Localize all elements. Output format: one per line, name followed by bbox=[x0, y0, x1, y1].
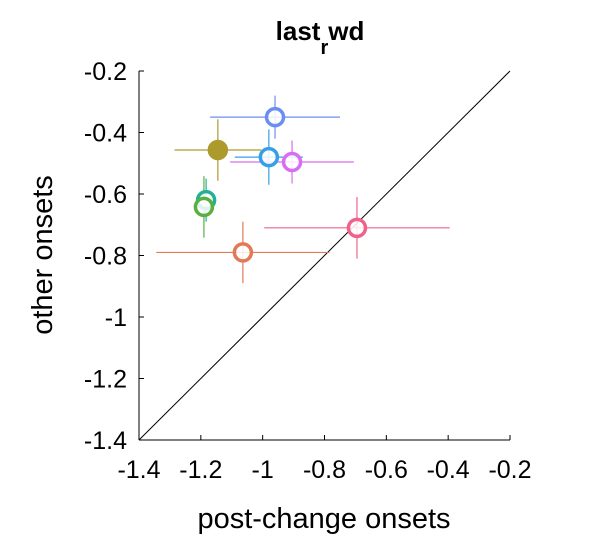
x-tick-label: -1.2 bbox=[179, 456, 222, 484]
y-tick-label: -1 bbox=[105, 304, 127, 332]
title-main: last bbox=[276, 16, 321, 46]
x-tick-label: -0.2 bbox=[488, 456, 531, 484]
chart-title: lastrwd bbox=[276, 16, 365, 59]
x-tick-label: -0.6 bbox=[365, 456, 408, 484]
y-axis-label: other onsets bbox=[27, 175, 59, 335]
title-rest: wd bbox=[327, 16, 364, 46]
y-tick-label: -0.4 bbox=[84, 120, 127, 148]
y-tick-label: -0.8 bbox=[84, 243, 127, 271]
x-tick-label: -1 bbox=[252, 456, 274, 484]
point bbox=[232, 242, 254, 263]
point bbox=[207, 139, 229, 161]
point bbox=[346, 217, 368, 239]
title-subscript: r bbox=[320, 37, 328, 59]
point bbox=[281, 151, 303, 173]
y-tick-label: -1.4 bbox=[84, 427, 127, 455]
x-tick-label: -1.4 bbox=[117, 456, 160, 484]
x-tick-label: -0.4 bbox=[427, 456, 470, 484]
point bbox=[193, 196, 215, 218]
x-axis-label: post-change onsets bbox=[197, 503, 450, 535]
point bbox=[264, 106, 286, 128]
y-tick-label: -1.2 bbox=[84, 366, 127, 394]
point bbox=[258, 146, 280, 168]
x-tick-label: -0.8 bbox=[303, 456, 346, 484]
y-tick-label: -0.6 bbox=[84, 181, 127, 209]
y-tick-label: -0.2 bbox=[84, 58, 127, 86]
identity-line bbox=[138, 70, 511, 441]
